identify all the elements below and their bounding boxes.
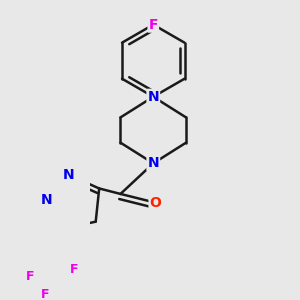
Text: N: N <box>40 193 52 207</box>
Text: N: N <box>63 168 74 182</box>
Text: O: O <box>149 196 161 210</box>
Text: F: F <box>70 262 78 276</box>
Text: N: N <box>148 90 159 104</box>
Text: F: F <box>26 270 34 283</box>
Text: F: F <box>41 288 50 300</box>
Text: N: N <box>148 156 159 170</box>
Text: F: F <box>148 18 158 32</box>
